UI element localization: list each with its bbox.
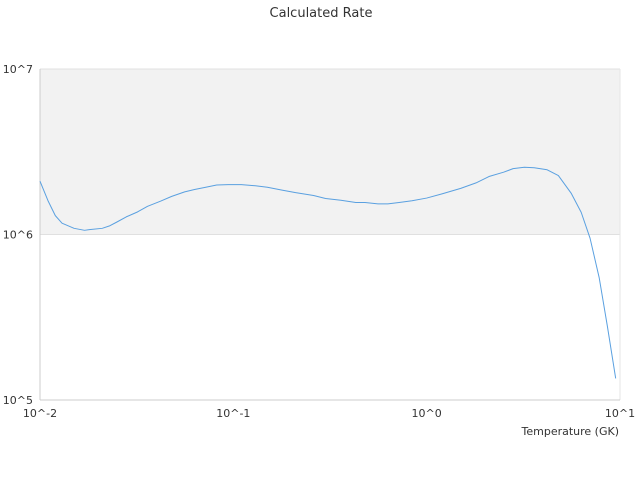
- y-tick-label: 10^5: [3, 394, 33, 407]
- y-tick-label: 10^6: [3, 229, 33, 242]
- grid-band: [40, 69, 620, 235]
- x-axis: 10^-2 10^-1 10^0 10^1: [23, 407, 635, 420]
- x-tick-label: 10^0: [412, 407, 442, 420]
- y-axis: 10^5 10^6 10^7: [3, 63, 33, 407]
- plot-area: [39, 68, 621, 401]
- x-tick-label: 10^-1: [216, 407, 250, 420]
- x-tick-label: 10^-2: [23, 407, 57, 420]
- grid-band: [40, 234, 620, 400]
- series-line: [39, 166, 617, 379]
- y-tick-label: 10^7: [3, 63, 33, 76]
- chart-title: Calculated Rate: [270, 6, 373, 21]
- x-tick-label: 10^1: [605, 407, 635, 420]
- x-axis-label: Temperature (GK): [521, 425, 620, 438]
